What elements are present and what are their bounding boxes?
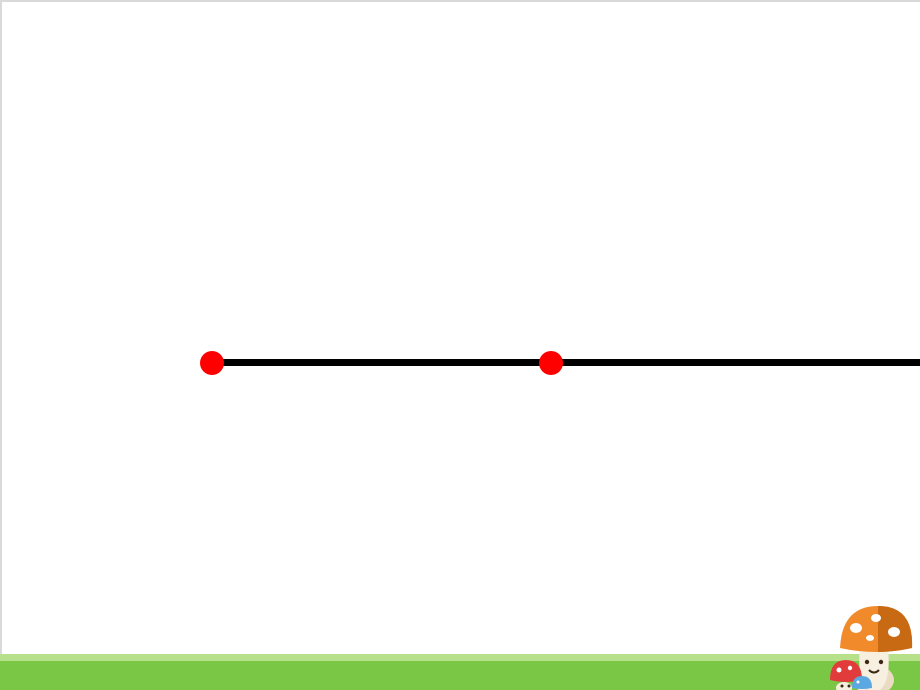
number-line [207, 359, 920, 366]
slide-canvas [0, 0, 920, 690]
mushroom-decoration [822, 598, 920, 690]
line-point-1 [200, 351, 224, 375]
mushroom-icon [822, 598, 920, 690]
page-border [0, 0, 920, 690]
line-point-2 [539, 351, 563, 375]
grass-strip-highlight [0, 654, 920, 661]
grass-strip [0, 654, 920, 690]
